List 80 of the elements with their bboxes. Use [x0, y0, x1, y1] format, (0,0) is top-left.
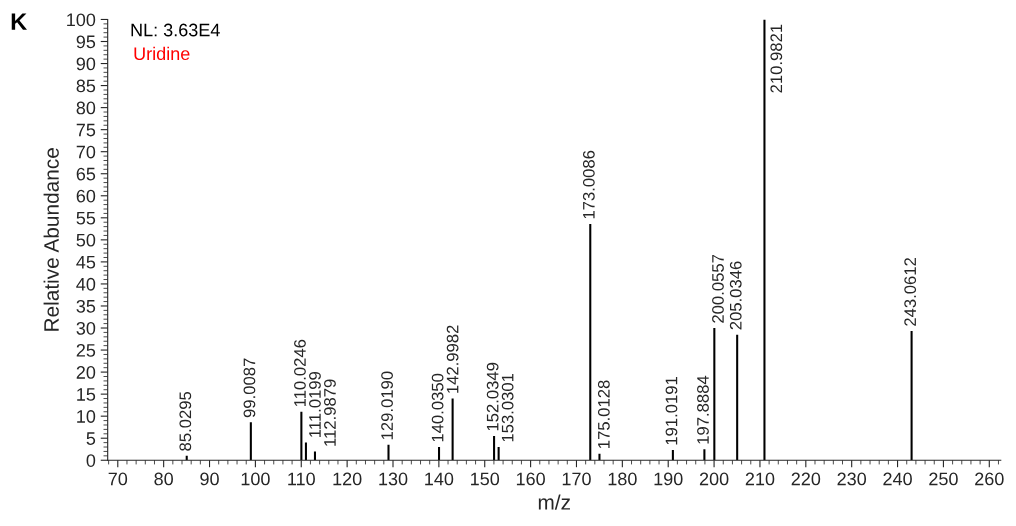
y-tick-label: 5 — [86, 432, 96, 445]
bar — [713, 328, 716, 461]
y-axis-title: Relative Abundance — [43, 148, 59, 331]
x-tick-label: 120 — [333, 472, 362, 486]
annotation: 175.0128 — [597, 380, 610, 448]
x-tick-label: 90 — [200, 472, 219, 486]
y-tick-label: 100 — [67, 13, 96, 27]
y-tick-label: 60 — [76, 189, 96, 203]
x-tick-label: 230 — [837, 472, 867, 486]
bar — [438, 447, 441, 461]
annotation: 85.0295 — [179, 391, 192, 451]
x-tick-label: 70 — [108, 472, 128, 486]
y-tick-label: 95 — [76, 35, 96, 49]
y-tick-label: 35 — [76, 299, 96, 313]
annotation: 111.0199 — [309, 371, 321, 437]
bar — [497, 447, 500, 461]
annotation: 153.0301 — [501, 373, 514, 442]
y-tick-label: 25 — [76, 343, 96, 357]
bar — [387, 444, 390, 461]
y-tick-label: 30 — [76, 321, 96, 335]
x-tick-label: 210 — [745, 472, 775, 486]
x-tick-label: 150 — [471, 472, 500, 486]
bar — [304, 442, 307, 461]
annotation: 210.9821 — [770, 24, 783, 93]
annotation: 152.0349 — [486, 362, 499, 431]
x-tick-label: 250 — [929, 472, 958, 486]
x-tick-label: 170 — [562, 472, 591, 486]
annotation: 110.0246 — [294, 339, 306, 407]
annotation: 129.0190 — [381, 371, 393, 440]
x-tick-label: 260 — [975, 472, 1004, 486]
x-axis-title: m/z — [538, 494, 570, 510]
bar — [910, 331, 913, 461]
x-tick-label: 240 — [883, 472, 912, 486]
x-tick-label: 80 — [154, 472, 173, 486]
y-tick-label: 15 — [77, 388, 96, 401]
annotation: 197.8884 — [697, 375, 709, 444]
text: K — [11, 13, 27, 30]
x-tick-label: 190 — [654, 472, 683, 486]
x-tick-label: 220 — [791, 472, 821, 486]
bar — [763, 19, 766, 461]
bar — [703, 449, 706, 461]
annotation: Uridine — [134, 46, 190, 61]
y-tick-label: 80 — [76, 101, 96, 115]
y-tick-label: 50 — [76, 233, 96, 247]
y-tick-label: 85 — [76, 79, 96, 93]
annotation: 112.9879 — [324, 379, 336, 446]
y-tick-label: 45 — [76, 256, 96, 269]
annotation: 243.0612 — [904, 258, 917, 326]
bar — [493, 436, 496, 461]
bar — [671, 450, 674, 461]
bar — [736, 334, 739, 461]
y-tick-label: 40 — [76, 277, 96, 291]
y-tick-label: 65 — [76, 167, 96, 181]
bar — [249, 422, 252, 461]
x-tick-label: 160 — [516, 472, 545, 486]
x-tick-label: 180 — [608, 472, 637, 486]
x-tick-label: 110 — [288, 472, 315, 486]
bar — [300, 411, 303, 461]
annotation: 191.0191 — [665, 377, 678, 445]
annotation: 140.0350 — [431, 373, 444, 442]
annotation: NL: 3.63E4 — [131, 23, 220, 37]
y-tick-label: 90 — [76, 57, 96, 71]
x-tick-label: 140 — [425, 472, 454, 486]
bar — [313, 451, 316, 461]
y-tick-label: 20 — [76, 366, 96, 379]
bar — [451, 398, 454, 461]
annotation: 142.9982 — [446, 325, 459, 393]
annotation: 99.0087 — [243, 358, 256, 418]
annotation: 200.0557 — [712, 254, 724, 323]
y-tick-label: 0 — [86, 454, 96, 467]
x-tick-label: 200 — [699, 472, 729, 486]
y-tick-label: 10 — [77, 410, 96, 423]
y-tick-label: 55 — [76, 211, 96, 225]
annotation: 205.0346 — [729, 261, 742, 330]
bar — [589, 223, 592, 461]
x-tick-label: 100 — [241, 472, 270, 486]
y-tick-label: 70 — [76, 145, 96, 159]
y-tick-label: 75 — [76, 123, 96, 137]
annotation: 173.0086 — [582, 150, 595, 219]
x-tick-label: 130 — [379, 472, 408, 486]
